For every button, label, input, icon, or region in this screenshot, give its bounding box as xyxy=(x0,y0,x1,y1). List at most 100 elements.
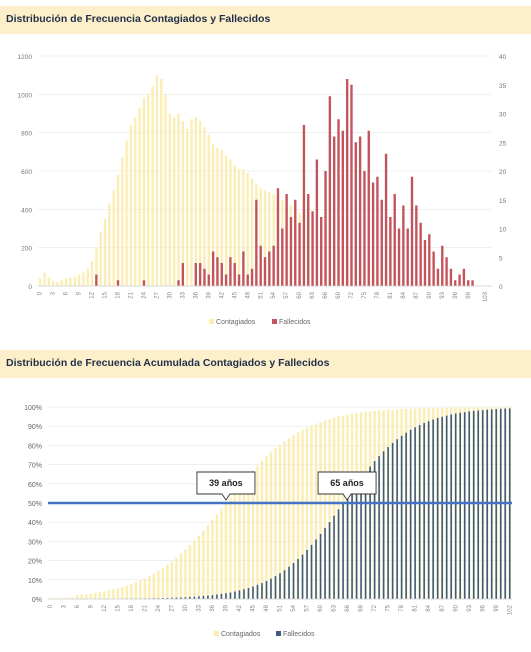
chart2-x-tick: 39 xyxy=(224,604,230,611)
chart1-x-tick: 93 xyxy=(440,291,446,298)
chart2-bar-contagiados xyxy=(134,582,138,599)
chart1-bar-fallecidos xyxy=(237,274,241,286)
chart1-title: Distribución de Frecuencia Contagiados y… xyxy=(6,13,271,25)
chart1-x-tick: 72 xyxy=(349,291,355,298)
chart2-bar-contagiados xyxy=(89,593,93,599)
chart2-x-tick: 78 xyxy=(399,604,405,611)
chart1-bar-fallecidos xyxy=(263,257,267,286)
chart2-x-tick: 6 xyxy=(75,604,81,608)
chart1-bar-fallecidos xyxy=(332,136,336,286)
chart2-legend-swatch-contagiados xyxy=(214,631,219,636)
chart1-bar-fallecidos xyxy=(423,240,427,286)
chart1-bar-contagiados xyxy=(164,94,167,286)
chart1-legend-fallecidos: Fallecidos xyxy=(279,319,311,326)
chart2-y-tick: 100% xyxy=(24,405,42,412)
chart1-bar-fallecidos xyxy=(302,125,306,286)
chart2-bar-fallecidos xyxy=(256,584,259,599)
chart2-bar-fallecidos xyxy=(310,544,313,599)
chart1-bar-fallecidos xyxy=(384,153,388,286)
chart1-bar-contagiados xyxy=(211,144,215,286)
chart2-bar-contagiados xyxy=(166,564,169,599)
chart2-x-tick: 75 xyxy=(386,604,392,611)
chart2-callout-65-label: 65 años xyxy=(330,478,364,488)
chart1-bar-contagiados xyxy=(112,190,115,286)
chart1-bar-fallecidos xyxy=(328,96,332,286)
chart1-x-tick: 9 xyxy=(77,291,83,295)
chart1-bar-fallecidos xyxy=(458,274,461,286)
chart2-bar-contagiados xyxy=(103,591,106,599)
chart2-bar-fallecidos xyxy=(283,570,286,599)
chart1-y-tick-right: 0 xyxy=(499,284,503,291)
chart2-bar-fallecidos xyxy=(450,414,452,599)
chart2-bar-contagiados xyxy=(202,530,205,599)
chart1-y-tick-right: 10 xyxy=(499,227,507,234)
chart2-x-tick: 90 xyxy=(453,604,459,611)
chart2-x-tick: 24 xyxy=(156,604,162,611)
chart1-x-tick: 6 xyxy=(64,291,70,295)
chart1-bar-contagiados xyxy=(155,75,159,286)
chart1-bar-fallecidos xyxy=(259,245,262,286)
chart1-x-tick: 36 xyxy=(193,291,199,298)
chart1-bar-contagiados xyxy=(56,282,59,286)
chart1-x-tick: 12 xyxy=(90,291,96,298)
chart1-bar-fallecidos xyxy=(250,268,254,286)
chart2-bar-fallecidos xyxy=(360,478,362,599)
chart2-bar-fallecidos xyxy=(229,592,232,599)
chart1-bar-contagiados xyxy=(38,278,42,286)
chart2-bar-fallecidos xyxy=(396,439,398,599)
chart2-bar-contagiados xyxy=(251,470,255,599)
chart2-bar-fallecidos xyxy=(382,451,385,599)
chart2-bar-contagiados xyxy=(76,595,79,599)
chart2-bar-fallecidos xyxy=(202,595,205,599)
chart2-svg: 0% 10% 20% 30% 40% 50% 60% 70% 80% 90% 100% 39 años… xyxy=(24,405,513,638)
chart2-bar-fallecidos xyxy=(238,590,241,599)
chart1-x-tick: 87 xyxy=(414,291,420,298)
chart1-x-tick: 21 xyxy=(129,291,135,298)
chart2-bar-fallecidos xyxy=(387,447,389,599)
chart2-bar-contagiados xyxy=(62,597,66,599)
chart1-bar-contagiados xyxy=(181,121,185,287)
chart2-bar-fallecidos xyxy=(184,597,187,599)
chart1-bar-fallecidos xyxy=(393,194,396,286)
chart1-bar-contagiados xyxy=(77,274,81,286)
chart1-x-tick: 96 xyxy=(453,291,459,298)
chart1-x-tick: 15 xyxy=(103,291,109,298)
chart2-bar-fallecidos xyxy=(351,490,353,599)
chart1-bar-fallecidos xyxy=(142,280,146,286)
chart1-y-tick-right: 35 xyxy=(499,83,507,90)
chart1-bar-contagiados xyxy=(147,94,150,286)
chart2-bar-contagiados xyxy=(242,480,246,599)
chart2-bar-fallecidos xyxy=(225,593,227,599)
chart1-bar-contagiados xyxy=(73,276,76,286)
chart2-y-tick: 80% xyxy=(28,443,42,450)
chart2-bar-contagiados xyxy=(224,503,228,599)
chart2-bar-contagiados xyxy=(265,456,268,599)
chart2-bar-contagiados xyxy=(233,491,237,599)
chart2-bar-fallecidos xyxy=(468,411,470,599)
chart1-x-tick: 84 xyxy=(401,291,407,298)
chart2-bar-contagiados xyxy=(143,578,147,599)
chart1-bar-fallecidos xyxy=(441,245,444,286)
chart1-bar-fallecidos xyxy=(471,280,474,286)
chart2-bar-contagiados xyxy=(71,597,75,599)
chart2-x-tick: 30 xyxy=(183,604,189,611)
chart2-bar-fallecidos xyxy=(373,461,376,599)
chart1-bar-fallecidos xyxy=(462,268,466,286)
chart2-bar-fallecidos xyxy=(243,589,245,599)
chart2-bar-fallecidos xyxy=(486,409,489,599)
chart2-bar-contagiados xyxy=(121,586,124,599)
chart2-bar-fallecidos xyxy=(162,598,164,599)
chart2-x-tick: 33 xyxy=(196,604,202,611)
chart1-bar-contagiados xyxy=(90,261,94,286)
chart2-bar-fallecidos xyxy=(301,554,304,599)
chart2-bar-contagiados xyxy=(256,465,259,599)
chart2-y-tick: 70% xyxy=(28,463,42,470)
chart2-bar-fallecidos xyxy=(481,410,484,599)
chart2-bar-fallecidos xyxy=(400,435,403,599)
chart1-bar-fallecidos xyxy=(281,228,284,286)
chart2-bar-fallecidos xyxy=(220,593,223,599)
chart1-bar-fallecidos xyxy=(242,251,245,286)
chart2-legend-fallecidos: Fallecidos xyxy=(283,631,315,638)
chart2-callout-39-label: 39 años xyxy=(209,478,243,488)
chart1-bar-contagiados xyxy=(259,188,262,286)
